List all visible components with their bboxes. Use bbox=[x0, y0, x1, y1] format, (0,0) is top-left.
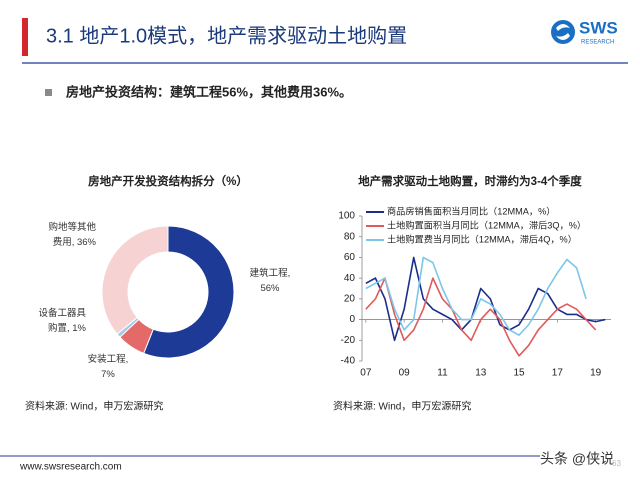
logo-swirl bbox=[556, 24, 570, 40]
y-tick-label: 40 bbox=[344, 273, 356, 284]
x-tick-label: 09 bbox=[399, 368, 411, 379]
legend-label: 土地购置面积当月同比（12MMA，滞后3Q，%） bbox=[387, 219, 586, 230]
pie-slice bbox=[101, 225, 169, 335]
logo-text: SWS bbox=[579, 18, 618, 37]
source-note: 资料来源: Wind，申万宏源研究 bbox=[333, 400, 471, 413]
x-tick-label: 11 bbox=[437, 368, 448, 379]
pie-label: 安装工程, 7% bbox=[87, 354, 129, 380]
y-tick-label: 20 bbox=[344, 293, 356, 304]
y-tick-label: -40 bbox=[341, 356, 356, 367]
bullet-text: 房地产投资结构：建筑工程56%，其他费用36%。 bbox=[66, 84, 352, 99]
series-line bbox=[365, 277, 597, 357]
pie-label: 设备工器具购置, 1% bbox=[38, 308, 86, 334]
y-tick-label: 60 bbox=[344, 252, 356, 263]
bullet-icon bbox=[45, 89, 52, 96]
y-tick-label: 0 bbox=[349, 314, 355, 325]
legend-label: 商品房销售面积当月同比（12MMA，%） bbox=[387, 205, 555, 216]
source-note: 资料来源: Wind，申万宏源研究 bbox=[25, 400, 163, 413]
slide-title: 3.1 地产1.0模式，地产需求驱动土地购置 bbox=[46, 24, 407, 47]
watermark: 头条 @侠说 bbox=[540, 451, 614, 467]
x-tick-label: 15 bbox=[513, 368, 525, 379]
chart-title: 房地产开发投资结构拆分（%） bbox=[88, 174, 248, 188]
logo-icon bbox=[551, 20, 575, 44]
y-tick-label: 80 bbox=[344, 231, 356, 242]
x-tick-label: 07 bbox=[360, 368, 372, 379]
series-line bbox=[365, 256, 587, 336]
series-line bbox=[365, 256, 606, 342]
logo: SWS RESEARCH bbox=[551, 18, 618, 46]
pie-slice bbox=[143, 225, 235, 359]
y-tick-label: 100 bbox=[338, 211, 355, 222]
x-tick-label: 17 bbox=[552, 368, 564, 379]
x-tick-label: 13 bbox=[475, 368, 487, 379]
page-number: 63 bbox=[612, 459, 621, 468]
footer-url: www.swsresearch.com bbox=[19, 462, 122, 473]
logo-subtext: RESEARCH bbox=[581, 40, 614, 46]
x-tick-label: 19 bbox=[590, 368, 602, 379]
legend-label: 土地购置费当月同比（12MMA，滞后4Q，%） bbox=[387, 233, 577, 244]
pie-label: 建筑工程, 56% bbox=[249, 268, 291, 294]
y-tick-label: -20 bbox=[341, 335, 356, 346]
accent-bar bbox=[22, 18, 28, 56]
pie-label: 购地等其他费用, 36% bbox=[48, 222, 96, 248]
chart-title: 地产需求驱动土地购置，时滞约为3-4个季度 bbox=[358, 174, 582, 188]
